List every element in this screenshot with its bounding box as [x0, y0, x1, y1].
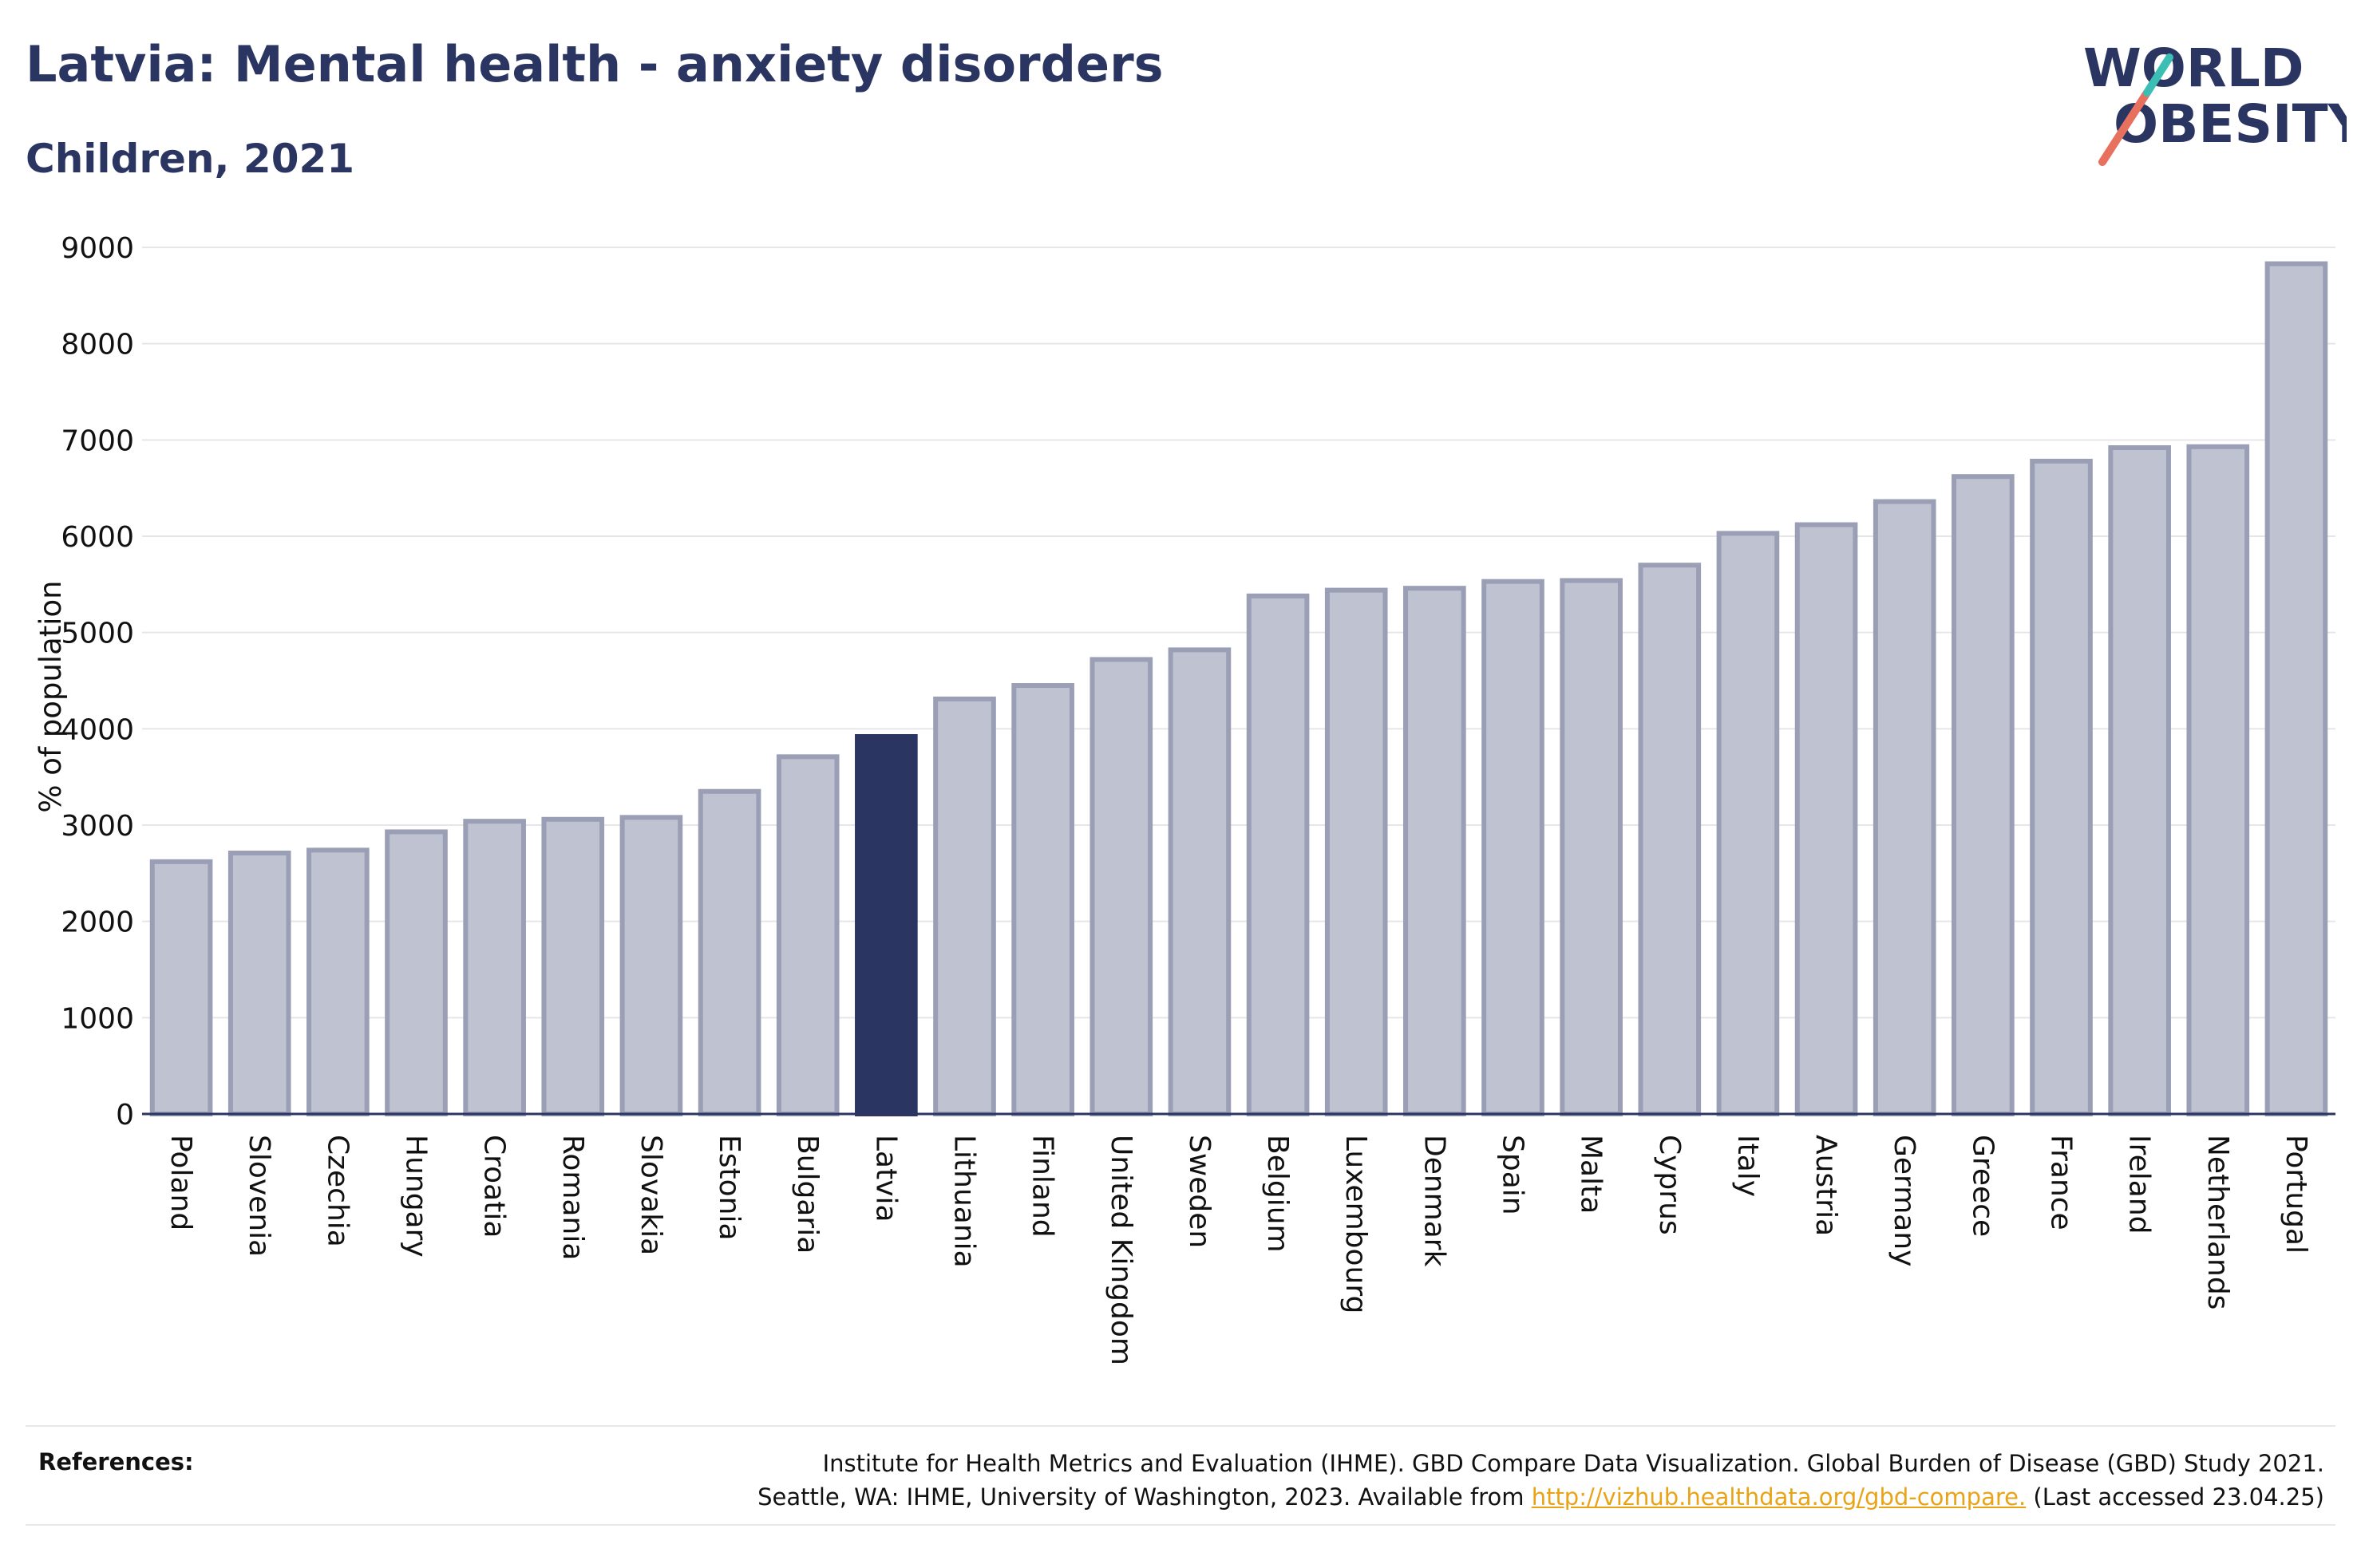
y-tick-label: 9000	[61, 232, 134, 265]
y-tick-label: 1000	[61, 1002, 134, 1035]
bar-poland	[149, 859, 213, 1117]
x-tick-label: Romania	[556, 1135, 589, 1260]
bar-germany	[1873, 499, 1936, 1116]
y-tick-label: 5000	[61, 618, 134, 650]
logo-slash-teal	[2143, 53, 2173, 97]
logo-slash-coral	[2098, 89, 2151, 166]
y-tick-label: 2000	[61, 906, 134, 939]
references-label: References:	[38, 1448, 194, 1475]
x-tick-label: Austria	[1809, 1135, 1842, 1236]
references-line2: Seattle, WA: IHME, University of Washing…	[757, 1480, 2324, 1514]
bar-bulgaria	[776, 754, 840, 1116]
references-line1: Institute for Health Metrics and Evaluat…	[822, 1450, 2324, 1477]
x-tick-label: Sweden	[1183, 1135, 1216, 1248]
x-tick-label: Czechia	[321, 1135, 354, 1247]
footer-top-rule	[26, 1425, 2335, 1427]
y-tick-label: 8000	[61, 329, 134, 361]
x-tick-labels: Poland Slovenia Czechia Hungary Croatia Roman…	[164, 1135, 2312, 1365]
x-tick-label: Ireland	[2123, 1135, 2156, 1234]
bar-slovenia	[227, 850, 291, 1116]
bar-slovakia	[619, 815, 683, 1116]
y-tick-label: 0	[116, 1099, 134, 1132]
references-line2-suffix: (Last accessed 23.04.25)	[2026, 1483, 2324, 1511]
bar-sweden	[1168, 647, 1232, 1116]
chart-title: Latvia: Mental health - anxiety disorder…	[26, 35, 1164, 93]
x-tick-label: Netherlands	[2201, 1135, 2234, 1309]
logo-line1: WORLD	[2083, 38, 2304, 99]
x-tick-label: Estonia	[713, 1135, 745, 1241]
x-tick-label: Hungary	[400, 1135, 433, 1258]
chart-subtitle: Children, 2021	[26, 136, 355, 182]
bar-denmark	[1403, 586, 1466, 1116]
bar-czechia	[306, 847, 370, 1116]
logo-line2: OBESITY	[2114, 93, 2347, 155]
bar-lithuania	[933, 696, 996, 1116]
bar-greece	[1952, 474, 2015, 1116]
bar-luxembourg	[1324, 587, 1388, 1116]
y-axis-label: % of population	[34, 580, 68, 812]
x-tick-label: Portugal	[2280, 1135, 2312, 1254]
footer-bottom-rule	[26, 1524, 2335, 1526]
bar-netherlands	[2186, 444, 2250, 1116]
bar-cyprus	[1638, 563, 1702, 1116]
y-tick-label: 3000	[61, 810, 134, 843]
x-tick-label: Malta	[1575, 1135, 1608, 1214]
x-tick-label: Poland	[164, 1135, 197, 1230]
world-obesity-logo: WORLD OBESITY	[2083, 38, 2347, 166]
bar-chart: 0 1000 2000 3000 4000 5000 6000 7000 8000 9000 Po…	[34, 232, 2335, 1365]
x-tick-label: Germany	[1888, 1135, 1920, 1266]
x-tick-label: Spain	[1497, 1135, 1529, 1215]
x-tick-label: Bulgaria	[791, 1135, 824, 1254]
references-line2-prefix: Seattle, WA: IHME, University of Washing…	[757, 1483, 1532, 1511]
x-tick-label: Greece	[1966, 1135, 1999, 1237]
x-tick-label: Denmark	[1418, 1135, 1450, 1267]
x-tick-label: Finland	[1026, 1135, 1059, 1238]
y-tick-label: 4000	[61, 713, 134, 746]
bar-ireland	[2108, 444, 2171, 1116]
x-tick-label: Luxembourg	[1339, 1135, 1372, 1313]
bar-estonia	[698, 788, 761, 1116]
bar-hungary	[385, 829, 448, 1116]
references-link[interactable]: http://vizhub.healthdata.org/gbd-compare…	[1531, 1483, 2027, 1511]
x-tick-label: Slovakia	[635, 1135, 667, 1255]
y-tick-label: 7000	[61, 425, 134, 457]
x-tick-label: United Kingdom	[1105, 1135, 1137, 1365]
x-tick-label: Belgium	[1261, 1135, 1294, 1253]
bar-finland	[1011, 683, 1074, 1116]
x-tick-label: Lithuania	[948, 1135, 981, 1268]
bar-spain	[1481, 579, 1544, 1116]
bar-france	[2030, 458, 2093, 1116]
x-tick-label: Slovenia	[243, 1135, 275, 1257]
x-tick-label: Cyprus	[1653, 1135, 1686, 1235]
references-text: Institute for Health Metrics and Evaluat…	[757, 1447, 2324, 1514]
bar-belgium	[1246, 593, 1310, 1116]
x-tick-label: Croatia	[478, 1135, 511, 1238]
bar-romania	[541, 816, 605, 1116]
x-tick-label: Latvia	[869, 1135, 902, 1222]
x-tick-label: Italy	[1731, 1135, 1764, 1197]
y-tick-labels: 0 1000 2000 3000 4000 5000 6000 7000 8000 9000	[61, 232, 134, 1132]
bar-united-kingdom	[1090, 657, 1153, 1116]
bar-italy	[1716, 531, 1780, 1116]
bar-austria	[1794, 522, 1858, 1116]
x-tick-label: France	[2045, 1135, 2078, 1230]
bar-portugal	[2264, 261, 2328, 1117]
bars	[149, 261, 2328, 1117]
bar-malta	[1560, 578, 1623, 1116]
y-tick-label: 6000	[61, 521, 134, 554]
bar-latvia	[855, 733, 918, 1117]
bar-croatia	[463, 819, 526, 1116]
